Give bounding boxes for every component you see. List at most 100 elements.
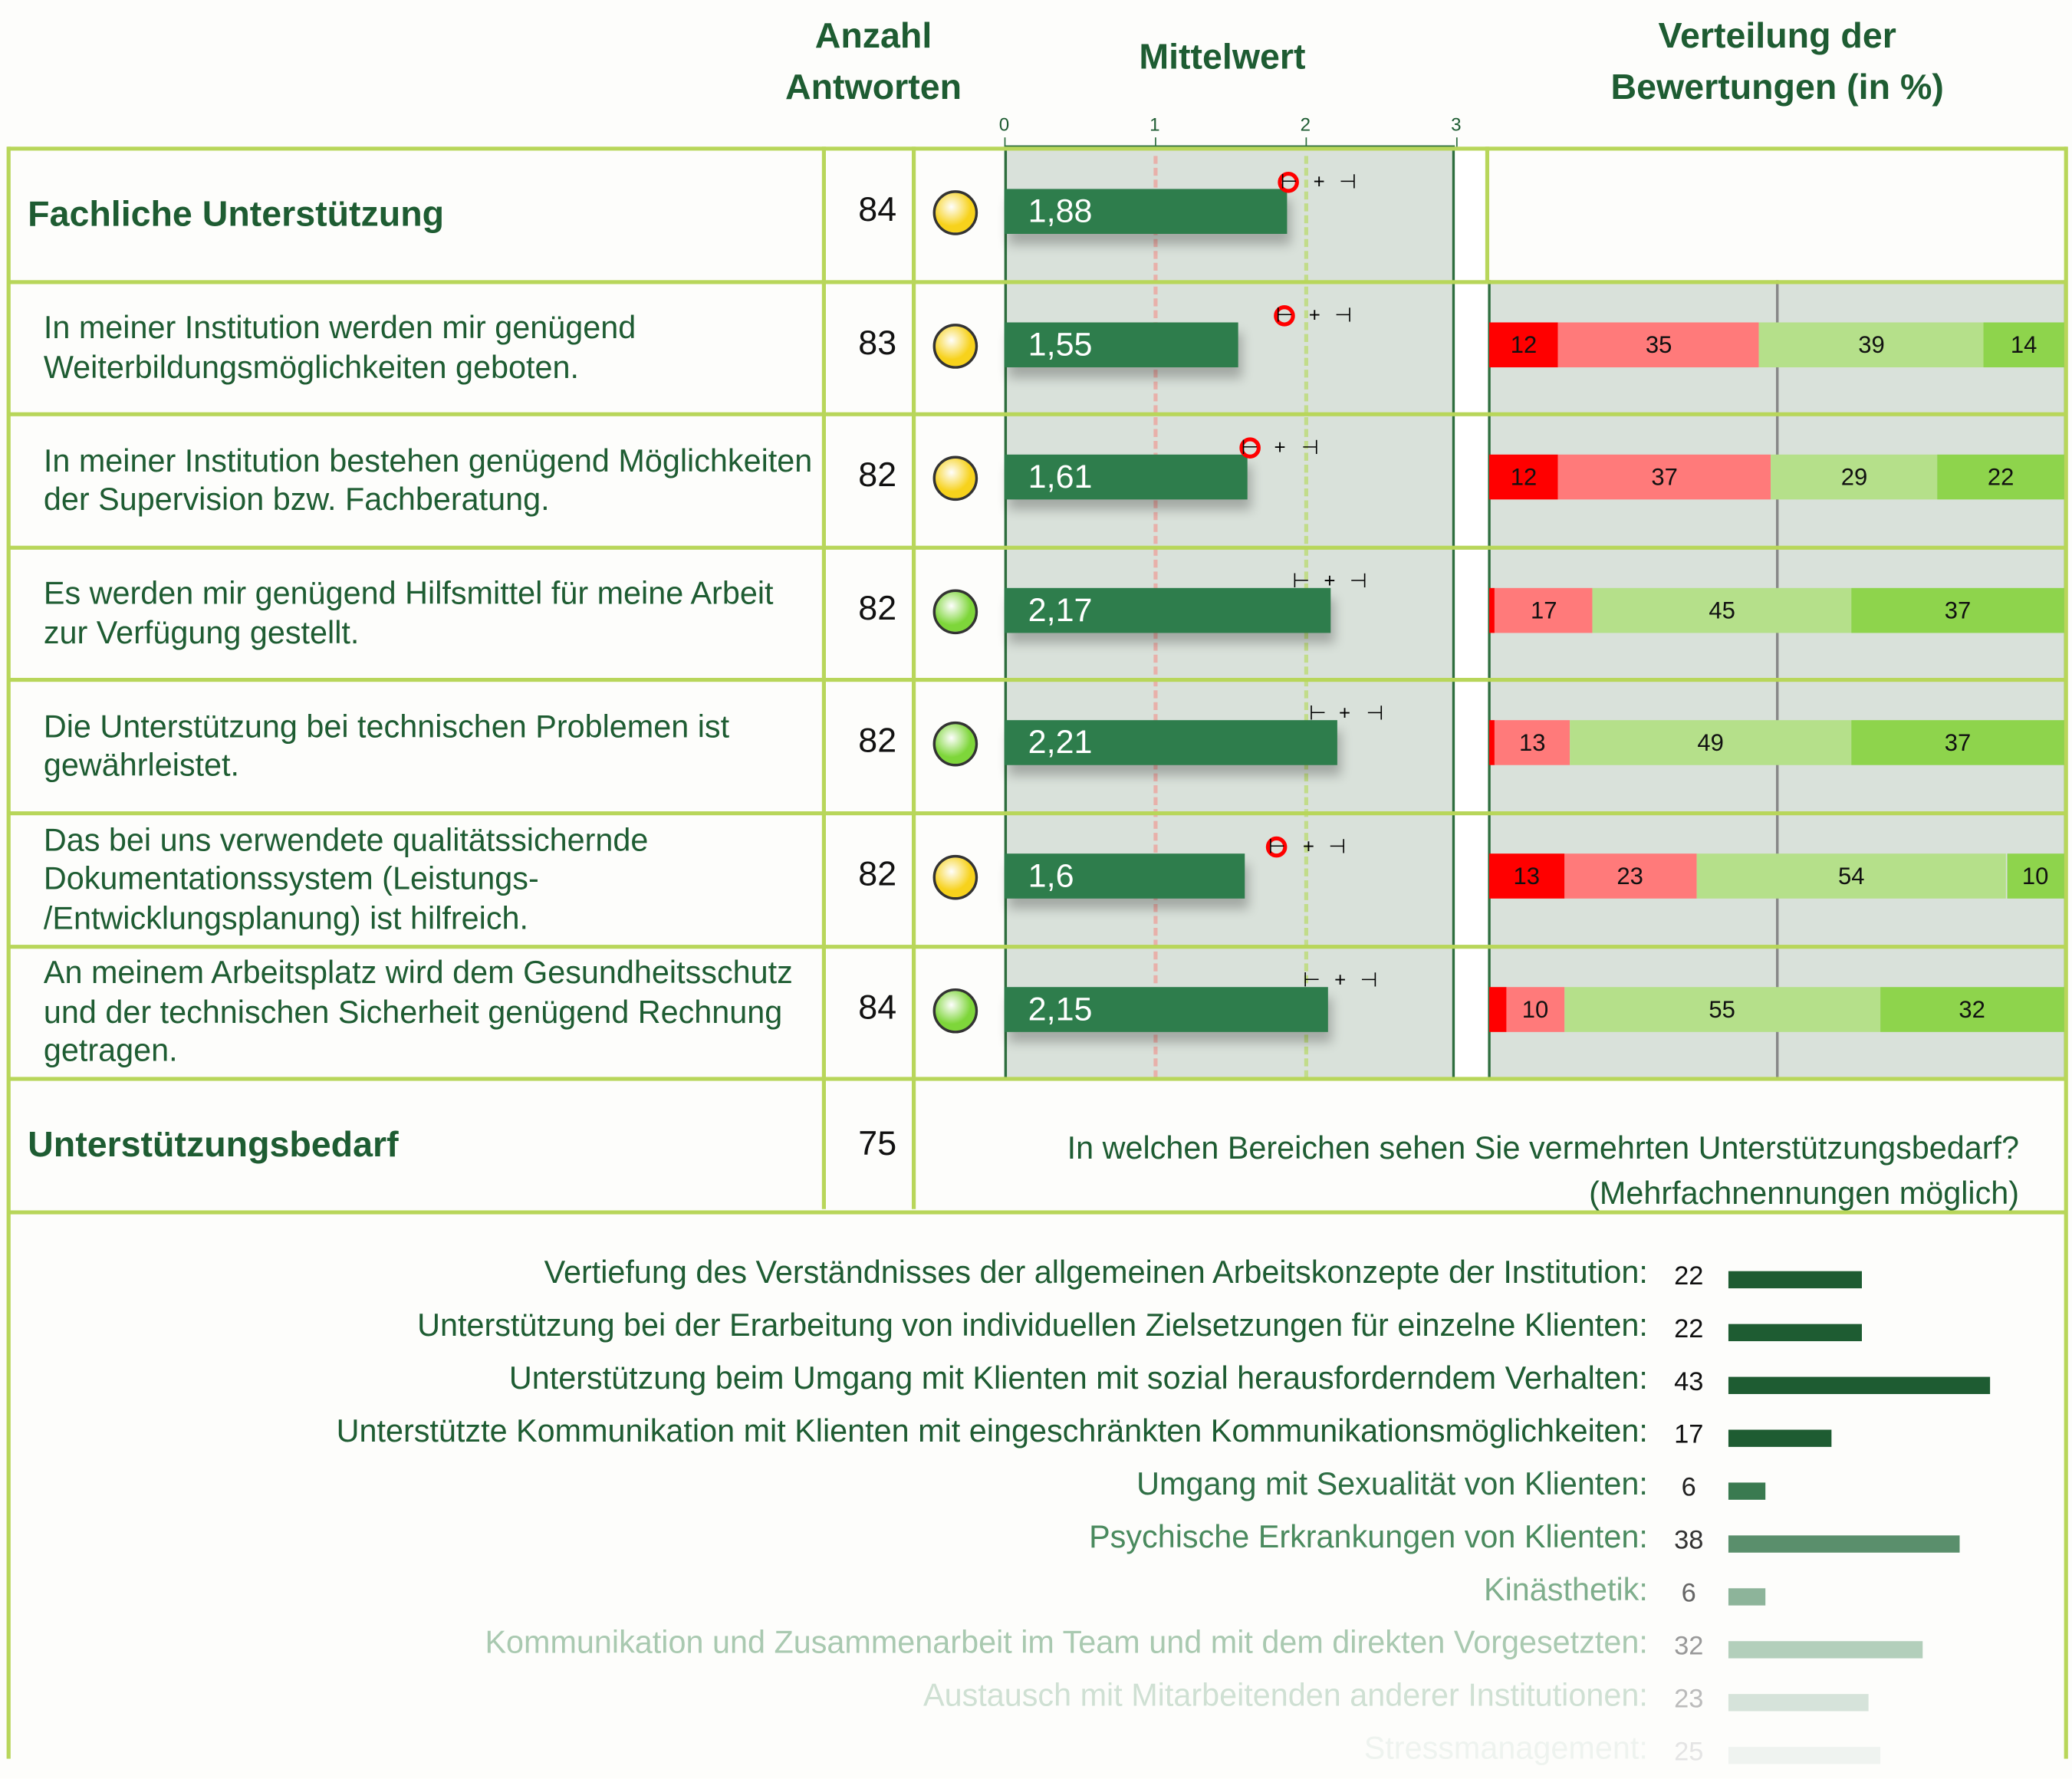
need-count: 22	[1674, 1314, 1704, 1344]
axis-tick-label: 0	[998, 113, 1010, 135]
marker-mid: +	[1334, 968, 1347, 991]
distribution-segment	[1489, 587, 1495, 633]
row-divider	[8, 146, 2067, 151]
response-count: 75	[858, 1123, 897, 1163]
distribution-segment: 10	[2006, 853, 2064, 899]
item-label: An meinem Arbeitsplatz wird dem Gesundhe…	[43, 955, 793, 1070]
need-count: 43	[1674, 1367, 1704, 1397]
need-bar	[1728, 1482, 1765, 1500]
item-label: In meiner Institution werden mir genügen…	[43, 311, 636, 386]
status-light-yellow	[932, 323, 978, 369]
need-label: Austausch mit Mitarbeitenden anderer Ins…	[923, 1678, 1648, 1714]
gap	[1455, 147, 1488, 1079]
col-divider	[2064, 146, 2068, 1759]
response-count: 84	[858, 189, 897, 229]
status-light-green	[932, 988, 978, 1033]
row-divider	[8, 1077, 2067, 1081]
distribution-segment: 35	[1557, 321, 1760, 367]
header-count: Anzahl Antworten	[785, 15, 962, 107]
distribution-segment: 13	[1495, 720, 1570, 766]
mean-bar: 1,55	[1004, 321, 1238, 367]
marker-mid: +	[1339, 702, 1351, 725]
question-text: In welchen Bereichen sehen Sie vermehrte…	[1067, 1131, 2020, 1167]
marker-lower: ⊢	[1292, 570, 1310, 593]
response-count: 82	[858, 853, 897, 893]
marker-lower: ⊢	[1241, 436, 1259, 460]
need-count: 38	[1674, 1526, 1704, 1556]
highlight-circle-icon	[1239, 437, 1261, 459]
need-count: 17	[1674, 1420, 1704, 1450]
distribution-segment: 12	[1489, 321, 1558, 367]
distribution-segment: 23	[1564, 853, 1696, 899]
need-bar	[1728, 1324, 1863, 1342]
status-light-yellow	[932, 455, 978, 501]
section-title: Unterstützungsbedarf	[28, 1124, 399, 1165]
status-light-yellow	[932, 190, 978, 235]
distribution-segment: 22	[1937, 455, 2064, 500]
distribution-segment: 49	[1569, 720, 1852, 766]
marker-upper: ⊣	[1328, 835, 1347, 859]
axis-tick	[1155, 137, 1156, 148]
row-divider	[8, 279, 2067, 284]
need-count: 6	[1681, 1473, 1696, 1503]
distribution-segment: 37	[1557, 455, 1771, 500]
marker-lower: ⊢	[1275, 304, 1294, 327]
status-light-green	[932, 722, 978, 768]
item-label: Das bei uns verwendete qualitätssichernd…	[43, 823, 649, 937]
distribution-segment: 37	[1851, 720, 2064, 766]
mean-bar: 1,88	[1004, 189, 1288, 235]
marker-upper: ⊣	[1301, 436, 1319, 460]
need-bar	[1728, 1641, 1923, 1659]
need-bar	[1728, 1588, 1765, 1606]
response-count: 82	[858, 587, 897, 628]
distribution-segment: 10	[1506, 986, 1564, 1032]
marker-upper: ⊣	[1334, 304, 1352, 327]
need-label: Psychische Erkrankungen von Klienten:	[1089, 1519, 1648, 1556]
need-bar	[1728, 1376, 1990, 1394]
marker-mid: +	[1302, 835, 1314, 859]
mean-bar: 2,15	[1004, 986, 1328, 1032]
row-divider	[8, 412, 2067, 417]
header-mean: Mittelwert	[1139, 37, 1306, 77]
need-bar	[1728, 1429, 1832, 1447]
distribution-segment	[1489, 720, 1495, 766]
response-count: 84	[858, 986, 897, 1027]
response-count: 83	[858, 321, 897, 362]
highlight-circle-icon	[1278, 172, 1300, 193]
need-count: 32	[1674, 1632, 1704, 1662]
distribution-segment	[1489, 986, 1507, 1032]
highlight-circle-icon	[1274, 304, 1295, 326]
mean-bar: 1,61	[1004, 455, 1247, 500]
row-divider	[8, 545, 2067, 550]
marker-mid: +	[1324, 570, 1336, 593]
distribution-segment: 55	[1564, 986, 1880, 1032]
need-count: 22	[1674, 1261, 1704, 1291]
distribution-segment: 45	[1592, 587, 1852, 633]
axis-tick	[1455, 137, 1458, 148]
distribution-segment: 17	[1495, 587, 1593, 633]
need-label: Stressmanagement:	[1363, 1731, 1648, 1767]
distribution-segment: 37	[1851, 587, 2064, 633]
marker-lower: ⊢	[1303, 968, 1320, 991]
mean-bar: 2,21	[1004, 720, 1337, 766]
marker-mid: +	[1308, 304, 1320, 327]
distribution-segment: 14	[1983, 321, 2064, 367]
marker-lower: ⊢	[1308, 702, 1327, 725]
col-divider	[821, 146, 826, 1209]
marker-upper: ⊣	[1366, 702, 1384, 725]
header-distribution: Verteilung der Bewertungen (in %)	[1610, 15, 1944, 107]
col-divider	[912, 146, 916, 1209]
marker-upper: ⊣	[1349, 570, 1367, 593]
marker-mid: +	[1313, 171, 1325, 194]
mean-bar: 1,6	[1004, 853, 1245, 899]
status-light-green	[932, 589, 978, 634]
axis-tick-label: 2	[1300, 113, 1311, 135]
need-label: Unterstützung beim Umgang mit Klienten m…	[508, 1360, 1648, 1397]
section-title: Fachliche Unterstützung	[28, 194, 445, 235]
need-label: Kommunikation und Zusammenarbeit im Team…	[485, 1625, 1648, 1662]
question-note: (Mehrfachnennungen möglich)	[1589, 1176, 2020, 1212]
response-count: 82	[858, 455, 897, 495]
need-label: Umgang mit Sexualität von Klienten:	[1136, 1466, 1648, 1503]
row-divider	[8, 678, 2067, 682]
col-divider	[1485, 146, 1490, 283]
